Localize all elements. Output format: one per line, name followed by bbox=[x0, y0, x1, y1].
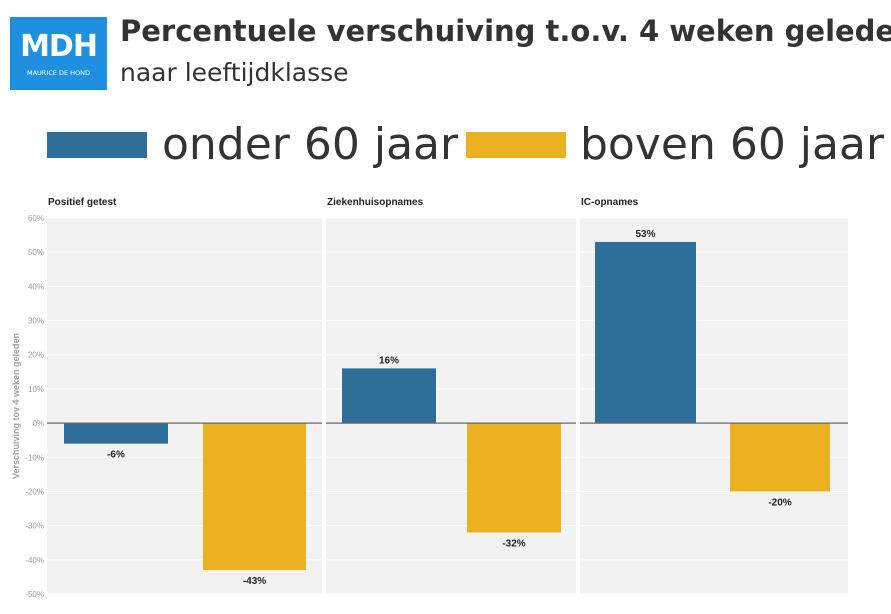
y-tick-label: 10% bbox=[28, 385, 44, 394]
y-tick-label: -40% bbox=[25, 556, 44, 565]
data-label: 16% bbox=[379, 355, 399, 366]
chart-title: Percentuele verschuiving t.o.v. 4 weken … bbox=[120, 14, 891, 48]
y-axis-label: Verschuiving tov 4 weken geleden bbox=[11, 333, 21, 479]
data-label: -6% bbox=[107, 450, 125, 461]
y-tick-label: 0% bbox=[32, 419, 44, 428]
logo-text: MDH bbox=[20, 29, 98, 64]
bar-onder-60 bbox=[64, 423, 168, 444]
bar-boven-60 bbox=[467, 423, 561, 533]
logo-subtext: MAURICE DE HOND bbox=[26, 69, 90, 77]
legend-swatch-over-60 bbox=[466, 132, 566, 158]
y-tick-label: 40% bbox=[28, 282, 44, 291]
y-tick-label: -10% bbox=[25, 453, 44, 462]
panel-title: IC-opnames bbox=[581, 197, 639, 208]
data-label: -43% bbox=[243, 576, 266, 587]
legend-label-under-60: onder 60 jaar bbox=[162, 119, 459, 170]
y-tick-label: 60% bbox=[28, 214, 44, 223]
y-tick-label: 20% bbox=[28, 351, 44, 360]
panel-title: Ziekenhuisopnames bbox=[327, 197, 424, 208]
bar-boven-60 bbox=[203, 423, 306, 571]
bar-boven-60 bbox=[730, 423, 830, 492]
chart-subtitle: naar leeftijdklasse bbox=[120, 58, 349, 87]
bar-onder-60 bbox=[342, 368, 436, 424]
legend-swatch-under-60 bbox=[47, 132, 147, 158]
y-tick-label: -30% bbox=[25, 522, 44, 531]
data-label: -20% bbox=[768, 497, 791, 508]
y-tick-label: 50% bbox=[28, 248, 44, 257]
data-label: 53% bbox=[635, 229, 655, 240]
y-tick-label: -20% bbox=[25, 487, 44, 496]
y-tick-label: -50% bbox=[25, 590, 44, 599]
bar-onder-60 bbox=[595, 241, 696, 424]
panel-title: Positief getest bbox=[48, 197, 117, 208]
mdh-logo: MDH MAURICE DE HOND bbox=[10, 17, 107, 90]
data-label: -32% bbox=[502, 538, 525, 549]
legend-label-over-60: boven 60 jaar bbox=[580, 119, 885, 170]
bar-chart: Verschuiving tov 4 weken geleden 60% 50% 40… bbox=[11, 197, 848, 599]
y-tick-label: 30% bbox=[28, 317, 44, 326]
